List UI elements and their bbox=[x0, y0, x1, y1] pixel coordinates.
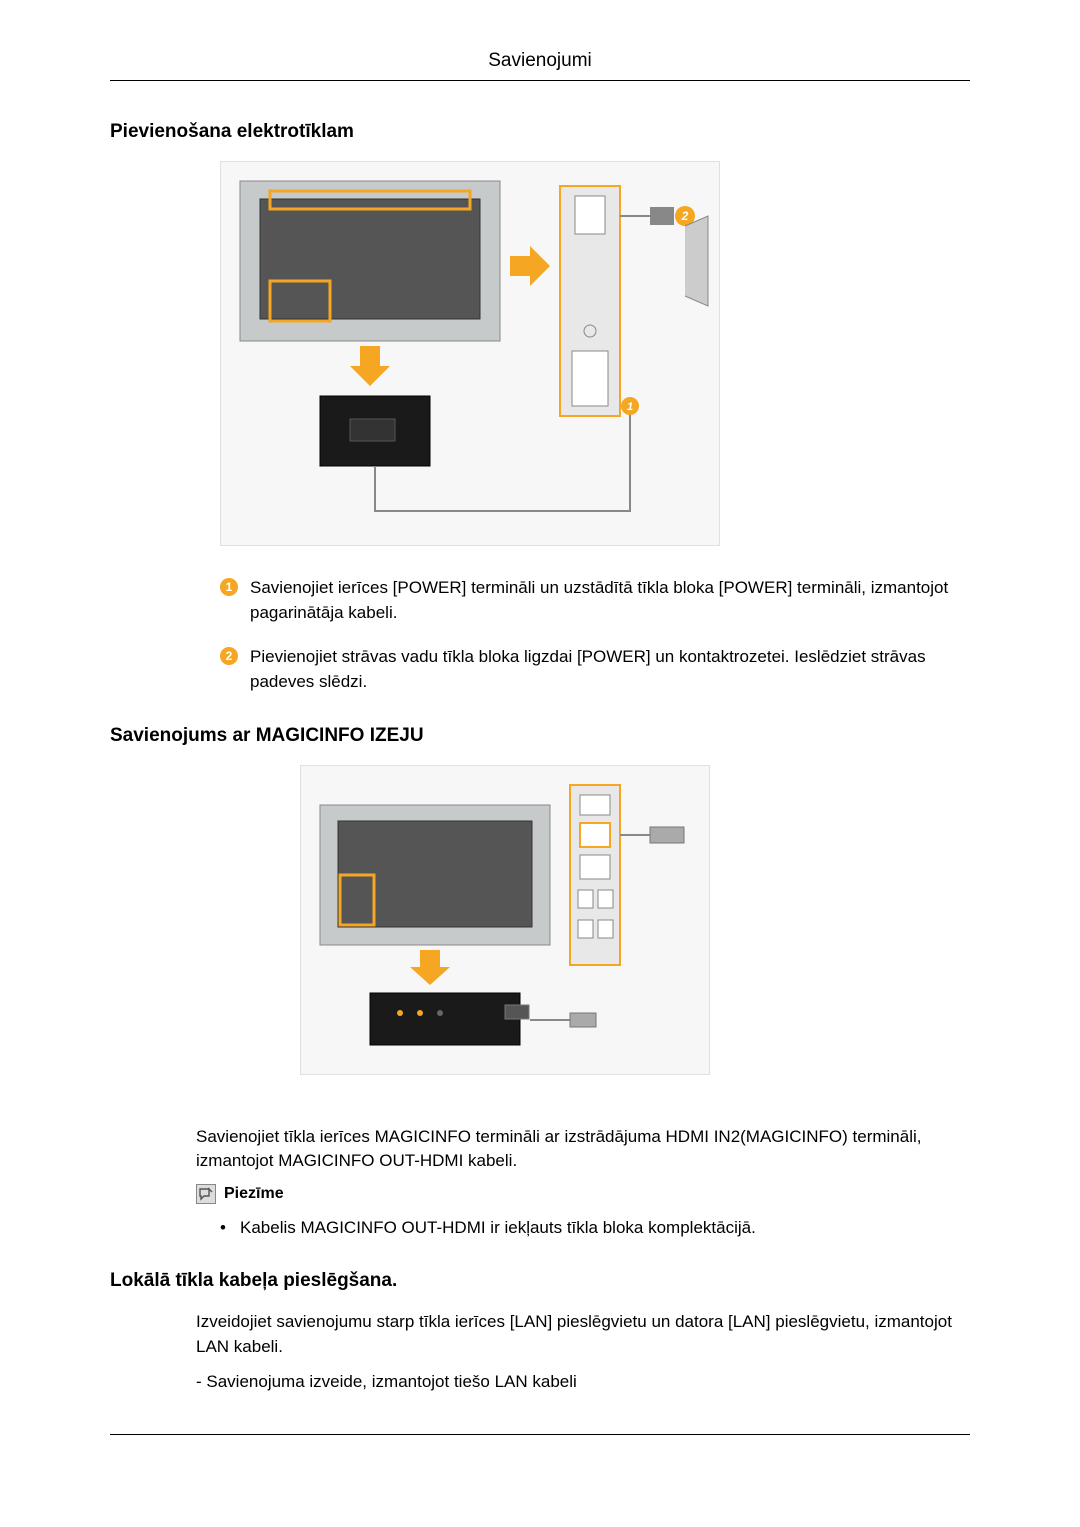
numbered-item: 1 Savienojiet ierīces [POWER] termināli … bbox=[220, 576, 960, 625]
note-row: Piezīme bbox=[196, 1184, 970, 1204]
section-heading-magicinfo: Savienojums ar MAGICINFO IZEJU bbox=[110, 725, 970, 747]
bullet-item: Kabelis MAGICINFO OUT-HDMI ir iekļauts t… bbox=[220, 1216, 960, 1241]
footer-rule bbox=[110, 1434, 970, 1435]
numbered-item-text: Savienojiet ierīces [POWER] termināli un… bbox=[250, 576, 960, 625]
note-label: Piezīme bbox=[224, 1185, 284, 1203]
svg-text:2: 2 bbox=[681, 209, 689, 223]
page-header-title: Savienojumi bbox=[488, 50, 592, 71]
numbered-item: 2 Pievienojiet strāvas vadu tīkla bloka … bbox=[220, 645, 960, 694]
body-text-lan-2: - Savienojuma izveide, izmantojot tiešo … bbox=[196, 1370, 960, 1395]
section-heading-power: Pievienošana elektrotīklam bbox=[110, 121, 970, 143]
note-icon bbox=[196, 1184, 216, 1204]
svg-text:1: 1 bbox=[627, 401, 633, 413]
body-text-magicinfo: Savienojiet tīkla ierīces MAGICINFO term… bbox=[196, 1125, 960, 1174]
bullet-list-magicinfo: Kabelis MAGICINFO OUT-HDMI ir iekļauts t… bbox=[220, 1216, 960, 1241]
section-heading-lan: Lokālā tīkla kabeļa pieslēgšana. bbox=[110, 1270, 970, 1292]
figure-magicinfo-connection bbox=[300, 765, 710, 1075]
num-badge-1-icon: 1 bbox=[220, 578, 238, 596]
power-diagram-svg: 2 1 bbox=[230, 171, 710, 536]
numbered-item-text: Pievienojiet strāvas vadu tīkla bloka li… bbox=[250, 645, 960, 694]
num-badge-2-icon: 2 bbox=[220, 647, 238, 665]
body-text-lan-1: Izveidojiet savienojumu starp tīkla ierī… bbox=[196, 1310, 960, 1359]
numbered-list-power: 1 Savienojiet ierīces [POWER] termināli … bbox=[220, 576, 960, 695]
magicinfo-diagram-svg bbox=[310, 775, 700, 1065]
page-header: Savienojumi bbox=[110, 50, 970, 81]
figure-power-connection: 2 1 bbox=[220, 161, 720, 546]
